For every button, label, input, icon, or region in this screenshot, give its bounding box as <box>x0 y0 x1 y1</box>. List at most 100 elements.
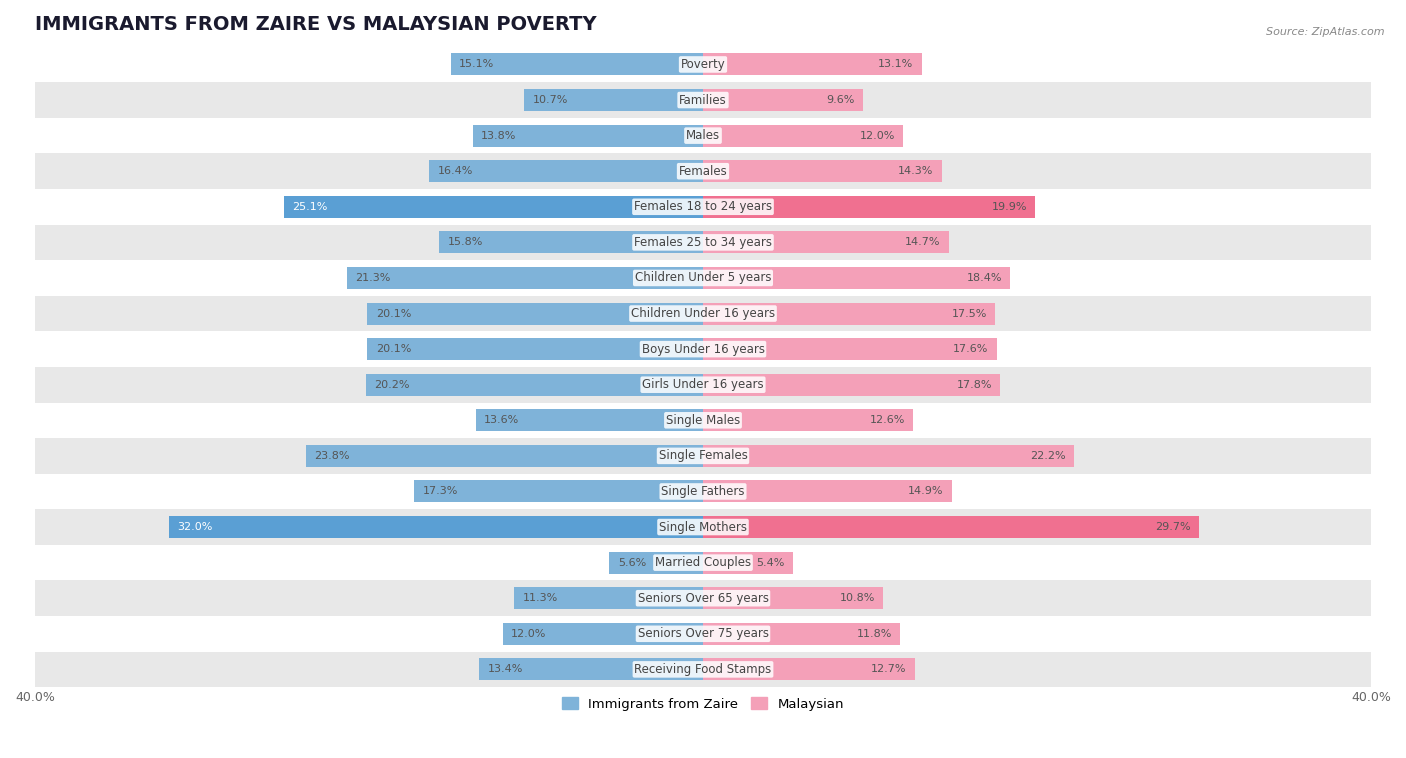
Text: Females: Females <box>679 164 727 177</box>
Text: 13.6%: 13.6% <box>484 415 519 425</box>
Text: 12.0%: 12.0% <box>859 130 896 141</box>
Text: 20.1%: 20.1% <box>375 344 411 354</box>
Text: Females 18 to 24 years: Females 18 to 24 years <box>634 200 772 213</box>
Bar <box>366 374 703 396</box>
Text: 16.4%: 16.4% <box>437 166 472 176</box>
Text: IMMIGRANTS FROM ZAIRE VS MALAYSIAN POVERTY: IMMIGRANTS FROM ZAIRE VS MALAYSIAN POVER… <box>35 15 596 34</box>
Bar <box>703 445 1074 467</box>
Bar <box>475 409 703 431</box>
Bar <box>35 260 1371 296</box>
Bar <box>479 659 703 681</box>
Text: 5.6%: 5.6% <box>617 558 647 568</box>
Text: Married Couples: Married Couples <box>655 556 751 569</box>
Text: Poverty: Poverty <box>681 58 725 71</box>
Bar <box>703 302 995 324</box>
Text: Source: ZipAtlas.com: Source: ZipAtlas.com <box>1267 27 1385 36</box>
Text: Females 25 to 34 years: Females 25 to 34 years <box>634 236 772 249</box>
Bar <box>35 331 1371 367</box>
Text: 17.3%: 17.3% <box>422 487 458 496</box>
Bar <box>35 189 1371 224</box>
Text: 20.2%: 20.2% <box>374 380 409 390</box>
Text: 17.6%: 17.6% <box>953 344 988 354</box>
Bar <box>502 623 703 645</box>
Bar <box>284 196 703 218</box>
Text: 19.9%: 19.9% <box>991 202 1026 211</box>
Text: 15.8%: 15.8% <box>447 237 482 247</box>
Bar <box>35 545 1371 581</box>
Text: 5.4%: 5.4% <box>756 558 785 568</box>
Text: Receiving Food Stamps: Receiving Food Stamps <box>634 663 772 676</box>
Bar <box>703 552 793 574</box>
Text: Single Females: Single Females <box>658 449 748 462</box>
Bar <box>703 481 952 503</box>
Bar <box>305 445 703 467</box>
Bar <box>451 53 703 76</box>
Bar <box>35 224 1371 260</box>
Text: Seniors Over 65 years: Seniors Over 65 years <box>637 592 769 605</box>
Text: 11.8%: 11.8% <box>856 629 891 639</box>
Bar <box>703 231 949 253</box>
Bar <box>169 516 703 538</box>
Text: 12.6%: 12.6% <box>870 415 905 425</box>
Bar <box>703 196 1035 218</box>
Text: 14.7%: 14.7% <box>904 237 941 247</box>
Bar <box>703 516 1199 538</box>
Bar <box>703 267 1011 289</box>
Text: 13.8%: 13.8% <box>481 130 516 141</box>
Bar <box>367 338 703 360</box>
Text: 21.3%: 21.3% <box>356 273 391 283</box>
Text: 18.4%: 18.4% <box>966 273 1002 283</box>
Bar <box>703 659 915 681</box>
Bar <box>35 296 1371 331</box>
Text: 12.7%: 12.7% <box>872 664 907 675</box>
Text: 20.1%: 20.1% <box>375 309 411 318</box>
Bar <box>35 367 1371 402</box>
Bar <box>703 374 1000 396</box>
Legend: Immigrants from Zaire, Malaysian: Immigrants from Zaire, Malaysian <box>557 692 849 716</box>
Bar <box>35 581 1371 616</box>
Bar <box>35 153 1371 189</box>
Bar <box>609 552 703 574</box>
Text: 17.5%: 17.5% <box>952 309 987 318</box>
Text: 13.4%: 13.4% <box>488 664 523 675</box>
Bar <box>35 83 1371 117</box>
Text: Seniors Over 75 years: Seniors Over 75 years <box>637 628 769 641</box>
Bar <box>703 587 883 609</box>
Text: Boys Under 16 years: Boys Under 16 years <box>641 343 765 356</box>
Bar <box>515 587 703 609</box>
Bar <box>413 481 703 503</box>
Bar <box>472 124 703 146</box>
Text: Males: Males <box>686 129 720 143</box>
Text: 22.2%: 22.2% <box>1029 451 1066 461</box>
Text: Families: Families <box>679 93 727 107</box>
Bar <box>35 438 1371 474</box>
Bar <box>524 89 703 111</box>
Text: 23.8%: 23.8% <box>314 451 349 461</box>
Text: Girls Under 16 years: Girls Under 16 years <box>643 378 763 391</box>
Text: Children Under 5 years: Children Under 5 years <box>634 271 772 284</box>
Text: 9.6%: 9.6% <box>827 95 855 105</box>
Bar <box>703 623 900 645</box>
Text: 32.0%: 32.0% <box>177 522 212 532</box>
Bar <box>35 402 1371 438</box>
Bar <box>35 474 1371 509</box>
Bar <box>703 89 863 111</box>
Text: 10.7%: 10.7% <box>533 95 568 105</box>
Text: 29.7%: 29.7% <box>1156 522 1191 532</box>
Bar <box>703 53 922 76</box>
Bar <box>35 616 1371 652</box>
Bar <box>35 509 1371 545</box>
Text: 25.1%: 25.1% <box>292 202 328 211</box>
Text: 14.9%: 14.9% <box>908 487 943 496</box>
Text: 12.0%: 12.0% <box>510 629 547 639</box>
Text: 11.3%: 11.3% <box>523 594 558 603</box>
Text: Single Fathers: Single Fathers <box>661 485 745 498</box>
Bar <box>703 338 997 360</box>
Bar <box>703 124 904 146</box>
Bar <box>703 409 914 431</box>
Text: Children Under 16 years: Children Under 16 years <box>631 307 775 320</box>
Text: 10.8%: 10.8% <box>839 594 875 603</box>
Bar <box>347 267 703 289</box>
Bar <box>429 160 703 182</box>
Text: 15.1%: 15.1% <box>460 59 495 70</box>
